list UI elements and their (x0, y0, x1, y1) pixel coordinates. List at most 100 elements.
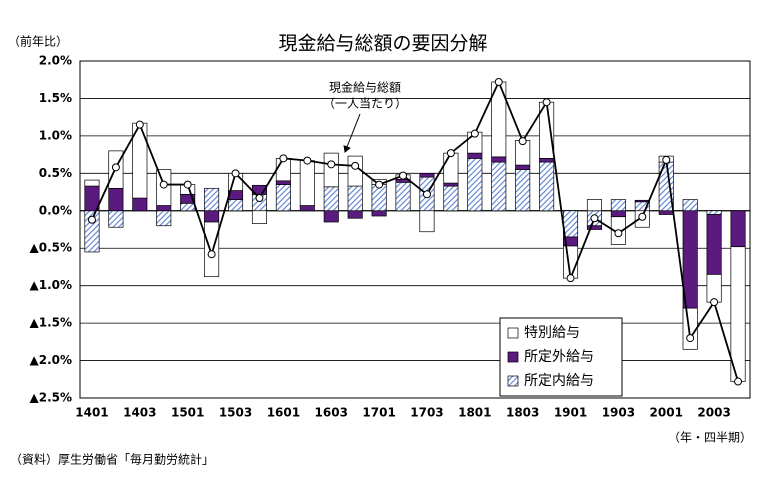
line-point (710, 298, 719, 307)
source: （資料）厚生労働省「毎月勤労統計」 (10, 452, 214, 467)
bar (419, 210, 435, 233)
bar (108, 210, 124, 228)
legend-swatch (507, 375, 519, 387)
y-tick-label: 0.5% (39, 166, 72, 180)
x-axis-label: （年・四半期） (668, 431, 752, 445)
line-point (566, 274, 575, 283)
x-tick-label: 1501 (171, 406, 204, 420)
bar (515, 164, 531, 170)
bar (467, 158, 483, 212)
y-tick-label: ▲1.0% (29, 278, 72, 292)
y-tick-label: ▲2.0% (29, 353, 72, 367)
legend-swatch (507, 351, 519, 363)
line-point (231, 169, 240, 178)
bar (491, 156, 507, 163)
annotation: （一人当たり） (323, 97, 407, 111)
x-tick-label: 1601 (267, 406, 300, 420)
line-point (470, 129, 479, 138)
bar (299, 205, 315, 212)
line-point (279, 154, 288, 163)
legend-label: 所定内給与 (524, 373, 594, 389)
line-point (183, 180, 192, 189)
legend-label: 特別給与 (524, 325, 580, 341)
line-point (494, 77, 503, 86)
line-point (399, 171, 408, 180)
bar (180, 202, 196, 212)
bar (347, 155, 363, 187)
bar (347, 185, 363, 212)
bar (156, 210, 172, 227)
x-tick-label: 1903 (602, 406, 635, 420)
bar (395, 181, 411, 212)
line-point (351, 161, 360, 170)
legend-swatch (507, 327, 519, 339)
x-tick-label: 1403 (123, 406, 156, 420)
line-point (638, 212, 647, 221)
line-point (207, 250, 216, 259)
bar (730, 210, 746, 248)
bar (706, 210, 722, 215)
bar (323, 152, 339, 188)
bar (539, 158, 555, 163)
line-point (327, 160, 336, 169)
bar (323, 210, 339, 223)
line-point (734, 377, 743, 386)
bar (443, 182, 459, 187)
line-point (542, 98, 551, 107)
bar (634, 199, 650, 203)
bar (610, 199, 626, 212)
bar (706, 274, 722, 303)
line-point (614, 229, 623, 238)
bar (204, 210, 220, 223)
bar (275, 184, 291, 212)
y-tick-label: ▲0.5% (29, 241, 72, 255)
x-tick-label: 1503 (219, 406, 252, 420)
bar (491, 161, 507, 212)
bar (658, 210, 674, 215)
bar (371, 210, 387, 217)
bar (539, 161, 555, 212)
annotation-arrow (343, 113, 361, 153)
line-point (135, 120, 144, 129)
line-point (255, 194, 264, 203)
line-point (446, 149, 455, 158)
x-tick-label: 1801 (458, 406, 491, 420)
line-point (518, 137, 527, 146)
y-tick-label: 2.0% (39, 54, 72, 68)
x-tick-label: 1603 (315, 406, 348, 420)
line (91, 79, 739, 382)
line-point (111, 163, 120, 172)
x-tick-label: 1803 (506, 406, 539, 420)
line-point (686, 334, 695, 343)
line-point (87, 215, 96, 224)
bar (610, 210, 626, 218)
line-point (303, 156, 312, 165)
y-tick-label: ▲2.5% (29, 391, 72, 405)
bar (730, 246, 746, 382)
line-point (662, 155, 671, 164)
bar (515, 169, 531, 212)
line-point (422, 190, 431, 199)
x-tick-label: 1701 (362, 406, 395, 420)
chart-title: 現金給与総額の要因分解 (278, 33, 487, 55)
bar (299, 160, 315, 206)
line-point (590, 214, 599, 223)
annotation: 現金給与総額 (329, 80, 401, 95)
bar (275, 180, 291, 185)
bar (108, 187, 124, 212)
bar (586, 199, 602, 212)
bar (706, 214, 722, 275)
bar (347, 210, 363, 219)
legend-label: 所定外給与 (524, 349, 594, 365)
bar (443, 152, 459, 184)
y-tick-label: 1.0% (39, 128, 72, 142)
y-tick-label: 1.5% (39, 91, 72, 105)
plot-area (79, 60, 751, 399)
bar (156, 205, 172, 212)
bar (251, 210, 267, 224)
bar (132, 197, 148, 212)
bar (323, 186, 339, 212)
line-point (375, 180, 384, 189)
x-tick-label: 1901 (554, 406, 587, 420)
bar (204, 221, 220, 278)
